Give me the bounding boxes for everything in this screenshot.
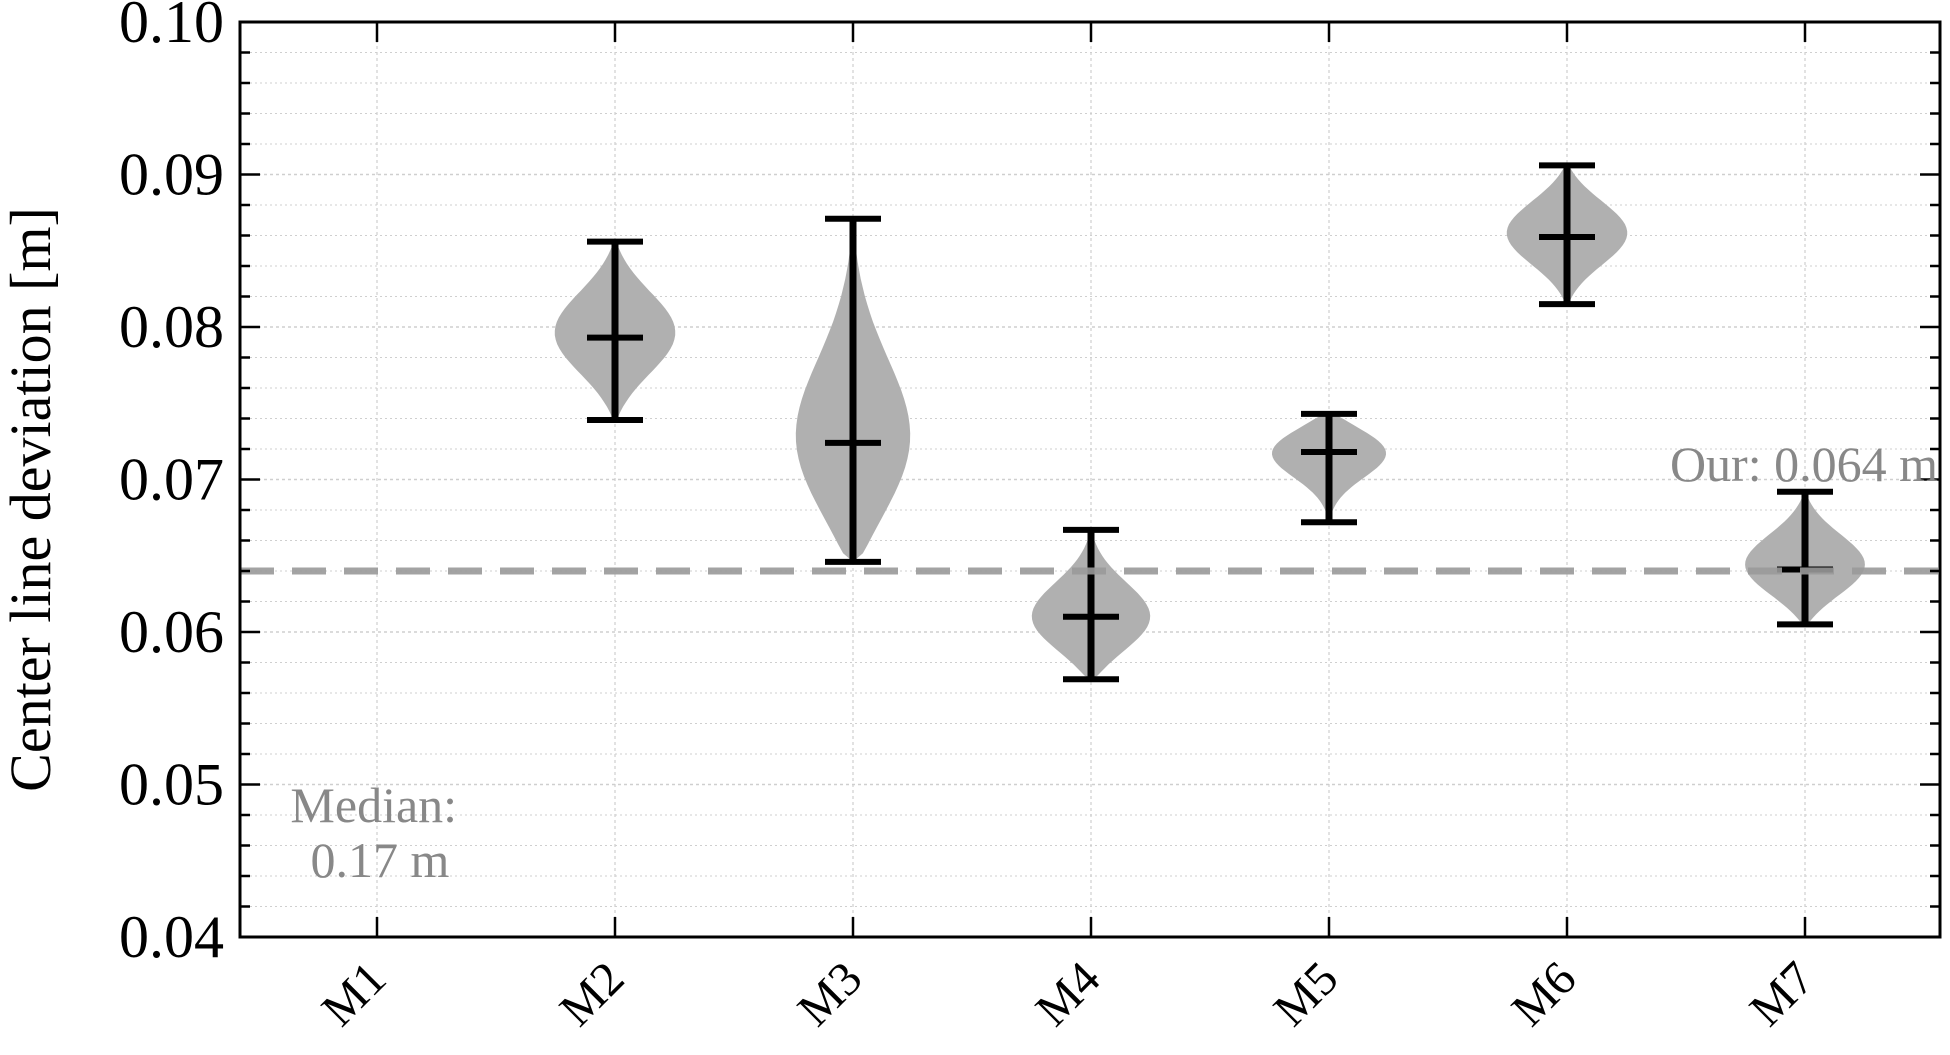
x-tick-label: M5 xyxy=(1264,952,1349,1037)
x-tick-label: M4 xyxy=(1026,952,1111,1037)
median-annotation-line-1: Median: xyxy=(290,777,457,833)
y-tick-label: 0.05 xyxy=(119,752,224,818)
x-tick-label: M2 xyxy=(550,952,635,1037)
x-tick-label: M1 xyxy=(312,952,397,1037)
reference-line-label: Our: 0.064 m xyxy=(1670,436,1938,492)
x-tick-label: M7 xyxy=(1740,952,1825,1037)
y-tick-label: 0.09 xyxy=(119,142,224,208)
x-tick-label: M6 xyxy=(1502,952,1587,1037)
y-axis-title: Center line deviation [m] xyxy=(0,207,63,792)
y-tick-label: 0.07 xyxy=(119,447,224,513)
y-tick-label: 0.10 xyxy=(119,0,224,55)
ticks xyxy=(240,20,1940,939)
y-tick-label: 0.04 xyxy=(119,904,224,970)
y-tick-label: 0.08 xyxy=(119,294,224,360)
median-annotation-line-2: 0.17 m xyxy=(311,832,450,888)
median-annotation: Median: 0.17 m xyxy=(290,777,469,888)
x-tick-label: M3 xyxy=(788,952,873,1037)
grid xyxy=(240,21,1940,938)
violins xyxy=(554,162,1865,683)
y-tick-label: 0.06 xyxy=(119,599,224,665)
